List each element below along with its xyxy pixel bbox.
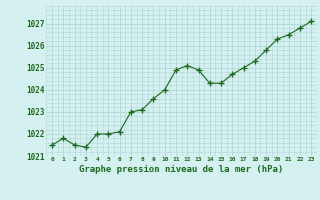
X-axis label: Graphe pression niveau de la mer (hPa): Graphe pression niveau de la mer (hPa) xyxy=(79,165,284,174)
